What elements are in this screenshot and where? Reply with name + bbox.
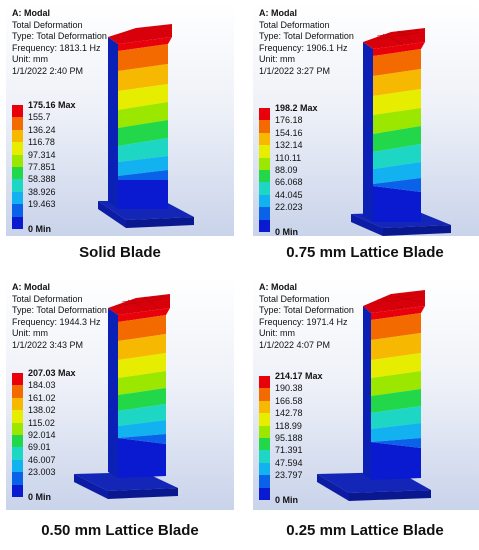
legend-label: 116.78	[28, 137, 55, 148]
legend-label: 44.045	[275, 189, 303, 200]
unit-label: Unit: mm	[259, 328, 295, 338]
legend-label: 138.02	[28, 405, 56, 416]
legend-label-min: 0 Min	[28, 224, 52, 234]
legend-label: 71.391	[275, 445, 303, 456]
legend-label: 69.01	[28, 442, 51, 453]
analysis-title: A: Modal	[12, 282, 50, 292]
unit-label: Unit: mm	[12, 54, 48, 64]
legend-label: 95.188	[275, 432, 303, 443]
blade-model-view[interactable]	[253, 278, 479, 510]
result-panel-050: A: Modal Total Deformation Type: Total D…	[6, 278, 234, 510]
analysis-title: A: Modal	[259, 8, 297, 18]
legend-label: 142.78	[275, 408, 303, 419]
legend-label: 136.24	[28, 124, 56, 135]
legend-label: 118.99	[275, 420, 302, 431]
panel-caption: Solid Blade	[79, 244, 161, 261]
timestamp-label: 1/1/2022 3:27 PM	[259, 65, 331, 76]
legend-label: 198.2 Max	[275, 103, 318, 113]
unit-label: Unit: mm	[259, 54, 295, 64]
result-name: Total Deformation	[12, 293, 83, 304]
legend-label: 47.594	[275, 457, 303, 468]
blade-model-view[interactable]	[253, 4, 479, 236]
result-type: Type: Total Deformation	[259, 305, 354, 315]
legend-label: 92.014	[28, 429, 56, 440]
analysis-title: A: Modal	[12, 8, 50, 18]
result-type: Type: Total Deformation	[12, 305, 107, 315]
legend-label: 214.17 Max	[275, 371, 323, 381]
unit-label: Unit: mm	[12, 328, 48, 338]
frequency-label: Frequency: 1906.1 Hz	[259, 42, 348, 53]
legend-label: 176.18	[275, 115, 303, 126]
legend-label: 46.007	[28, 454, 56, 465]
result-name: Total Deformation	[12, 19, 83, 30]
legend-label-min: 0 Min	[28, 492, 52, 502]
legend-label: 19.463	[28, 199, 56, 210]
result-header: A: Modal Total Deformation Type: Total D…	[12, 8, 107, 77]
legend-label: 161.02	[28, 392, 56, 403]
legend-label: 132.14	[275, 140, 303, 151]
legend-label: 23.003	[28, 467, 56, 478]
legend-label: 23.797	[275, 470, 303, 481]
legend-label: 154.16	[275, 127, 303, 138]
legend-label: 166.58	[275, 395, 303, 406]
result-panel-025: A: Modal Total Deformation Type: Total D…	[253, 278, 479, 510]
legend-label: 22.023	[275, 202, 303, 213]
legend-label: 66.068	[275, 177, 303, 188]
legend-label: 175.16 Max	[28, 100, 76, 110]
result-panel-075: A: Modal Total Deformation Type: Total D…	[253, 4, 479, 236]
blade-model-view[interactable]	[6, 278, 234, 510]
result-header: A: Modal Total Deformation Type: Total D…	[259, 8, 354, 77]
result-name: Total Deformation	[259, 19, 330, 30]
legend-label: 58.388	[28, 174, 56, 185]
result-header: A: Modal Total Deformation Type: Total D…	[12, 282, 107, 351]
timestamp-label: 1/1/2022 2:40 PM	[12, 65, 84, 76]
frequency-label: Frequency: 1971.4 Hz	[259, 316, 348, 327]
legend-label-min: 0 Min	[275, 495, 299, 505]
legend-label: 77.851	[28, 161, 56, 172]
legend-label: 88.09	[275, 164, 298, 175]
legend-label: 97.314	[28, 149, 56, 160]
legend-label: 184.03	[28, 380, 56, 391]
legend-label: 207.03 Max	[28, 368, 76, 378]
legend-label: 115.02	[28, 417, 55, 428]
legend-label: 38.926	[28, 186, 56, 197]
panel-caption: 0.50 mm Lattice Blade	[41, 522, 199, 539]
analysis-title: A: Modal	[259, 282, 297, 292]
legend-label: 110.11	[275, 152, 302, 163]
panel-caption: 0.25 mm Lattice Blade	[286, 522, 444, 539]
legend-label: 155.7	[28, 112, 51, 123]
result-panel-solid: A: Modal Total Deformation Type: Total D…	[6, 4, 234, 236]
legend-label: 190.38	[275, 383, 303, 394]
panel-caption: 0.75 mm Lattice Blade	[286, 244, 444, 261]
timestamp-label: 1/1/2022 4:07 PM	[259, 339, 331, 350]
legend-label-min: 0 Min	[275, 227, 299, 237]
blade-model-view[interactable]	[6, 4, 234, 236]
result-type: Type: Total Deformation	[259, 31, 354, 41]
frequency-label: Frequency: 1813.1 Hz	[12, 42, 101, 53]
result-type: Type: Total Deformation	[12, 31, 107, 41]
timestamp-label: 1/1/2022 3:43 PM	[12, 339, 84, 350]
result-header: A: Modal Total Deformation Type: Total D…	[259, 282, 354, 351]
frequency-label: Frequency: 1944.3 Hz	[12, 316, 101, 327]
result-name: Total Deformation	[259, 293, 330, 304]
